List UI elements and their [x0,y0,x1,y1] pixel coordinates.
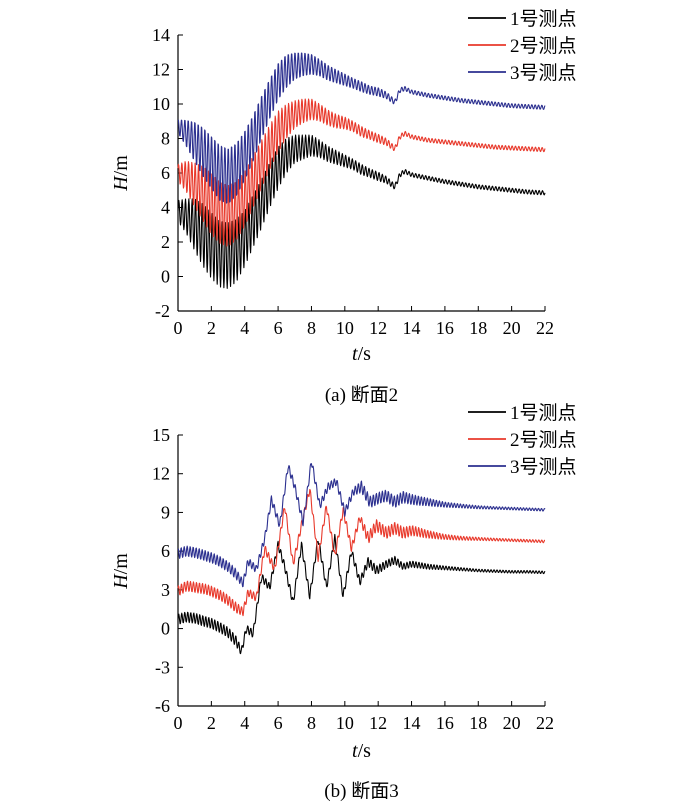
y-tick-label: 3 [161,580,170,600]
x-tick-label: 6 [274,318,283,338]
y-tick-label: 6 [161,541,170,561]
x-tick-label: 8 [307,318,316,338]
x-tick-label: 2 [207,318,216,338]
series-line-3 [177,52,546,204]
x-tick-label: 16 [436,713,454,733]
x-tick-label: 22 [536,318,554,338]
y-tick-label: 6 [161,163,170,183]
x-axis-title: t/s [352,740,371,762]
series-line-3 [177,463,546,588]
y-tick-label: 12 [152,464,170,484]
x-tick-label: 22 [536,713,554,733]
chart-section-3: 0 2 4 6 8 10 12 14 16 18 20 22 -6 -3 0 3 6 9 12 15 H/m t/s (b)… [110,402,577,802]
x-tick-label: 4 [240,713,249,733]
y-tick-label: 0 [161,267,170,287]
x-tick-label: 14 [403,713,421,733]
legend-label: 3号测点 [510,62,577,84]
y-tick-label: -6 [155,696,170,716]
y-axis-title: H/m [110,155,132,192]
legend-label: 3号测点 [510,456,577,478]
x-tick-label: 20 [503,318,521,338]
legend-label: 1号测点 [510,402,577,424]
y-tick-label: 15 [152,425,170,445]
x-tick-label: 18 [469,713,487,733]
x-tick-label: 12 [369,713,387,733]
x-tick-label: 0 [174,713,183,733]
legend-label: 2号测点 [510,429,577,451]
x-tick-label: 0 [174,318,183,338]
x-tick-label: 10 [336,713,354,733]
x-tick-label: 4 [240,318,249,338]
chart-caption: (b) 断面3 [324,780,398,802]
x-tick-label: 6 [274,713,283,733]
y-tick-label: 14 [152,25,170,45]
chart-caption: (a) 断面2 [325,384,398,406]
x-tick-label: 2 [207,713,216,733]
y-tick-label: 10 [152,94,170,114]
x-axis-title: t/s [352,343,371,365]
y-tick-label: 12 [152,60,170,80]
series-line-2 [177,98,546,247]
chart-section-2: 0 2 4 6 8 10 12 14 16 18 20 22-202468101214H/mt/s(a… [110,8,577,406]
series-line-2 [177,489,546,617]
x-tick-label: 8 [307,713,316,733]
x-tick-label: 18 [469,318,487,338]
series-line-1 [177,134,546,289]
x-tick-label: 12 [369,318,387,338]
x-tick-label: 16 [436,318,454,338]
y-tick-label: 8 [161,129,170,149]
x-tick-label: 10 [336,318,354,338]
y-tick-label: 9 [161,502,170,522]
y-tick-label: 2 [161,232,170,252]
x-tick-label: 14 [403,318,421,338]
y-axis-title: H/m [110,553,132,590]
series-line-1 [177,533,546,655]
x-tick-label: 20 [503,713,521,733]
y-tick-label: -2 [155,301,170,321]
y-tick-label: -3 [155,657,170,677]
y-tick-label: 4 [161,198,170,218]
legend-label: 1号测点 [510,8,577,30]
y-tick-label: 0 [161,619,170,639]
legend-label: 2号测点 [510,35,577,57]
